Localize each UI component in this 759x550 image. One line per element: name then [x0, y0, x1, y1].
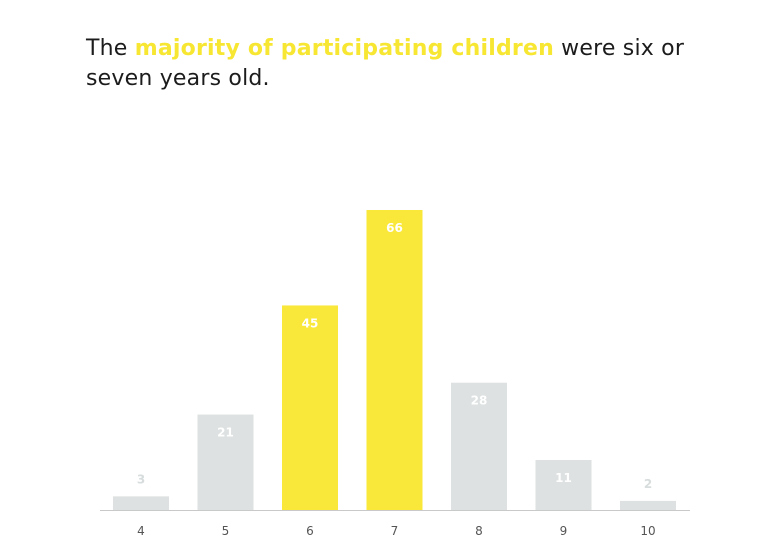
bar-6 — [282, 305, 338, 510]
bar-7 — [366, 210, 423, 510]
bars-group — [113, 210, 676, 510]
bar-5 — [197, 414, 254, 510]
bar-value-label-5: 21 — [217, 426, 234, 440]
title-prefix: The — [86, 36, 135, 61]
chart-title: The majority of participating children w… — [86, 34, 706, 94]
x-tick-label-9: 9 — [560, 524, 568, 538]
bar-9 — [535, 460, 592, 510]
title-suffix: were six or seven years old. — [86, 36, 685, 91]
bar-4 — [113, 496, 169, 510]
x-tick-label-4: 4 — [137, 524, 145, 538]
bar-value-label-9: 11 — [555, 471, 572, 485]
bar-value-label-8: 28 — [471, 394, 488, 408]
bar-8 — [451, 382, 507, 510]
x-tick-labels-group: 4 5 6 7 8 9 10 — [137, 524, 655, 538]
bar-value-label-7: 66 — [386, 221, 403, 235]
bar-value-label-6: 45 — [302, 316, 319, 330]
x-tick-label-5: 5 — [222, 524, 230, 538]
x-tick-label-10: 10 — [640, 524, 655, 538]
x-tick-label-7: 7 — [391, 524, 399, 538]
x-tick-label-6: 6 — [306, 524, 314, 538]
x-tick-label-8: 8 — [475, 524, 483, 538]
bar-value-label-4: 3 — [137, 472, 145, 486]
title-highlight: majority of participating children — [134, 36, 554, 61]
bar-10 — [620, 500, 676, 510]
value-labels-group: 3 21 45 66 28 11 2 — [137, 221, 652, 491]
bar-value-label-10: 2 — [644, 477, 652, 491]
